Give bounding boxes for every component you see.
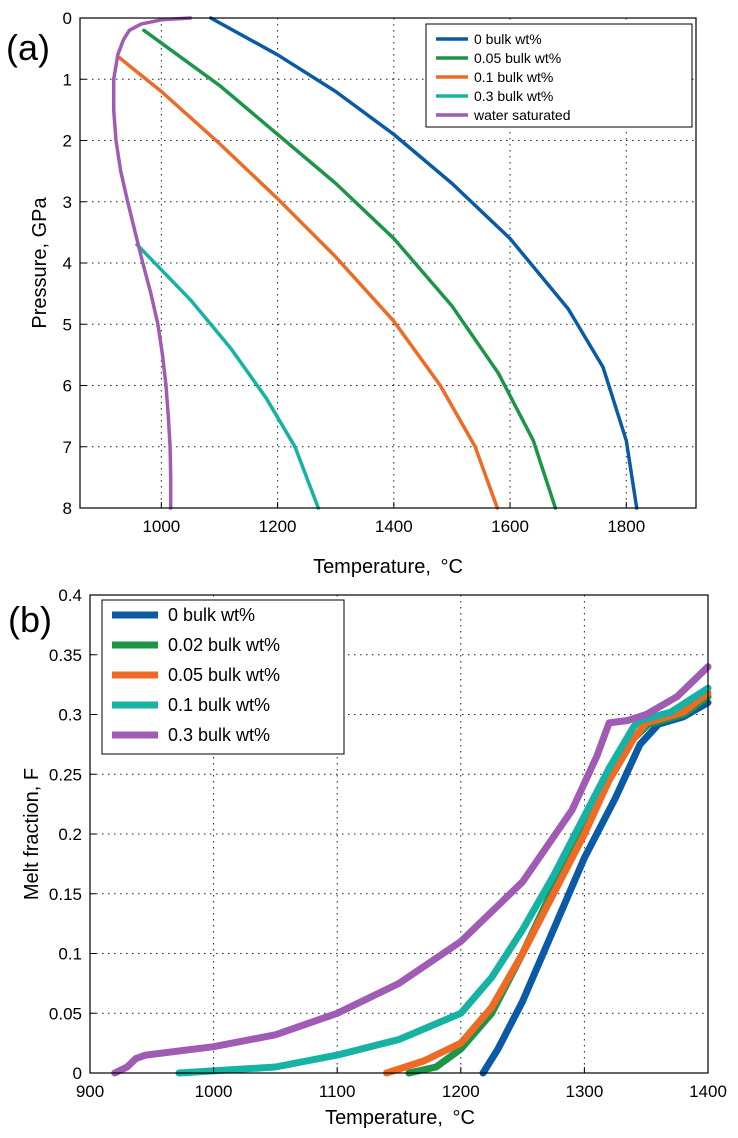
panel-b-series-line-4	[111, 663, 712, 1077]
panel-b-legend-label-1: 0.02 bulk wt%	[168, 635, 280, 655]
panel-a-ytick-label-3: 3	[63, 193, 72, 212]
panel-a-legend-label-3: 0.3 bulk wt%	[474, 88, 553, 104]
panel-a-grid	[80, 18, 696, 508]
panel-a-legend-label-0: 0 bulk wt%	[474, 31, 542, 47]
panel-a-legend-box	[425, 23, 693, 128]
panel-a-series	[111, 16, 639, 510]
panel-a-xtick-label-1: 1200	[259, 517, 297, 536]
panel-b-ytick-label-0: 0	[73, 1064, 82, 1083]
panel-b-legend-label-4: 0.3 bulk wt%	[168, 725, 270, 745]
panel-a-legend-label-2: 0.1 bulk wt%	[474, 69, 553, 85]
panel-a-label: (a)	[6, 27, 50, 68]
panel-b-xtick-label-1: 1000	[195, 1082, 233, 1101]
panel-a-xtick-label-3: 1600	[491, 517, 529, 536]
panel-a-ytick-label-1: 1	[63, 70, 72, 89]
panel-b-ytick-label-7: 0.35	[49, 646, 82, 665]
panel-b-xlabel-unit: °C	[452, 1107, 474, 1129]
panel-a-series-line-4	[111, 16, 193, 510]
panel-b-xtick-label-2: 1100	[319, 1082, 356, 1101]
panel-b-legend-label-3: 0.1 bulk wt%	[168, 695, 270, 715]
panel-b-ticks: 900 1000 1100 1200 1300 1400 0 0.05 0.1 0.15 0.2 0.…	[49, 586, 727, 1101]
panel-b-xtick-label-0: 900	[76, 1082, 104, 1101]
panel-b-xlabel-text: Temperature,	[325, 1107, 443, 1129]
panel-a-ticks: 1000 1200 1400 1600 1800 0 1 2 3 4 5 6 7 8	[63, 9, 646, 536]
panel-a-ytick-label-7: 7	[63, 438, 72, 457]
panel-a-ytick-label-0: 0	[63, 9, 72, 28]
panel-a-ytick-label-8: 8	[63, 499, 72, 518]
panel-a-legend-label-1: 0.05 bulk wt%	[474, 50, 561, 66]
panel-a-ytick-label-6: 6	[63, 377, 72, 396]
panel-a-series-line-1	[142, 28, 558, 510]
panel-a-ytick-label-2: 2	[63, 132, 72, 151]
panel-a-ylabel: Pressure, GPa	[29, 197, 51, 329]
panel-b-xtick-label-5: 1400	[689, 1082, 727, 1101]
panel-b-xtick-label-3: 1200	[442, 1082, 480, 1101]
panel-a-ytick-label-4: 4	[63, 254, 72, 273]
panel-a-xlabel-unit: °C	[440, 556, 462, 578]
panel-b-ytick-label-1: 0.05	[49, 1004, 82, 1023]
panel-a-ytick-label-5: 5	[63, 315, 72, 334]
panel-a-xtick-label-2: 1400	[375, 517, 413, 536]
panel-b-label: (b)	[8, 599, 52, 640]
panel-b-series-line-2	[383, 689, 712, 1077]
panel-b: 900 1000 1100 1200 1300 1400 0 0.05 0.1 0.15 0.2 0.…	[8, 586, 727, 1129]
panel-a-xtick-label-0: 1000	[142, 517, 180, 536]
panel-a-series-line-3	[135, 242, 321, 510]
panel-b-legend-label-0: 0 bulk wt%	[168, 605, 255, 625]
panel-b-ytick-label-8: 0.4	[58, 586, 82, 605]
panel-b-legend-label-2: 0.05 bulk wt%	[168, 665, 280, 685]
panel-b-xtick-label-4: 1300	[565, 1082, 603, 1101]
panel-b-ylabel: Melt fraction, F	[21, 768, 43, 900]
panel-a-legend-label-4: water saturated	[473, 107, 571, 123]
panel-a-xlabel: Temperature, °C	[313, 556, 463, 578]
panel-b-ytick-label-2: 0.1	[58, 945, 82, 964]
panel-a-series-line-0	[209, 16, 639, 510]
panel-b-series	[111, 663, 712, 1077]
panel-b-ytick-label-4: 0.2	[58, 825, 82, 844]
panel-b-ytick-label-3: 0.15	[49, 885, 82, 904]
panel-a-series-line-2	[117, 56, 500, 510]
panel-b-series-line-3	[175, 684, 712, 1077]
panel-a: 1000 1200 1400 1600 1800 0 1 2 3 4 5 6 7 8 (a) Pressu…	[6, 9, 697, 578]
panel-a-xlabel-text: Temperature,	[313, 556, 431, 578]
panel-b-legend: 0 bulk wt% 0.02 bulk wt% 0.05 bulk wt% 0.1 …	[101, 599, 345, 755]
panel-b-ytick-label-6: 0.3	[58, 706, 82, 725]
panel-b-ytick-label-5: 0.25	[49, 765, 82, 784]
panel-a-xtick-label-4: 1800	[607, 517, 645, 536]
panel-b-xlabel: Temperature, °C	[325, 1107, 475, 1129]
panel-a-legend: 0 bulk wt% 0.05 bulk wt% 0.1 bulk wt% 0.3 b…	[425, 23, 693, 128]
